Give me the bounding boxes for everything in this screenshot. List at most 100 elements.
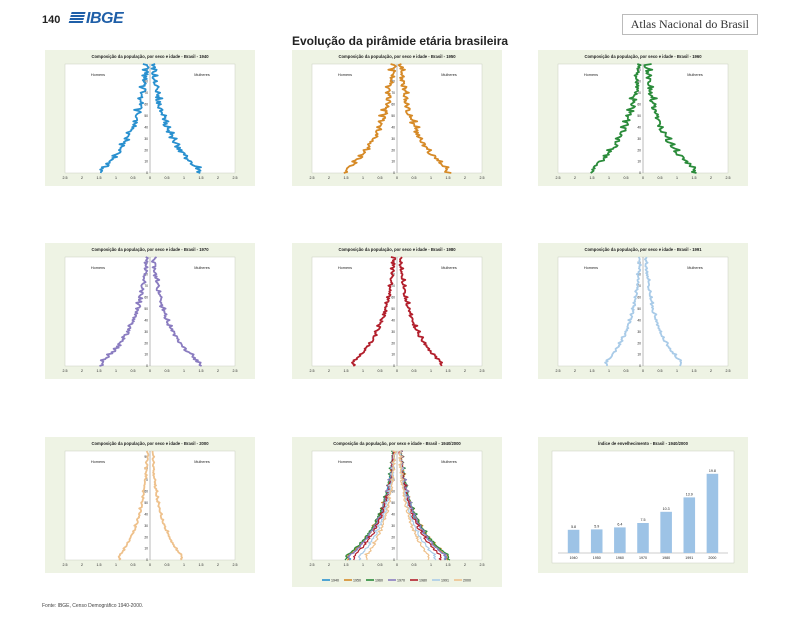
x-tick-label: 0.5 (658, 369, 663, 373)
x-tick-label: 1 (676, 369, 678, 373)
y-tick-label: 10 (144, 547, 148, 551)
x-tick-label: 2.5 (310, 563, 315, 567)
x-tick-label: 2 (328, 176, 330, 180)
x-tick-label-1980: 1980 (662, 556, 670, 560)
x-tick-label: 0.5 (378, 176, 383, 180)
x-tick-label: 2 (328, 563, 330, 567)
x-tick-label: 0.5 (412, 563, 417, 567)
x-tick-label: 2 (81, 563, 83, 567)
men-line-population (604, 256, 642, 367)
ibge-logo: IBGE (68, 10, 124, 28)
x-tick-label-2000: 2000 (708, 556, 716, 560)
chart-panel-1960: Composição da população, por sexo e idad… (538, 50, 748, 186)
y-tick-label: 90 (144, 455, 148, 459)
women-line-population (151, 256, 203, 367)
y-tick-label: 50 (637, 114, 641, 118)
women-line-population (150, 63, 202, 174)
y-tick-label: 80 (637, 79, 641, 83)
x-tick-label: 0.5 (165, 563, 170, 567)
x-tick-label: 2 (574, 176, 576, 180)
y-tick-label: 0 (393, 171, 395, 175)
x-tick-label: 2.5 (233, 176, 238, 180)
y-tick-label: 60 (637, 295, 641, 299)
x-tick-label: 1 (430, 176, 432, 180)
x-tick-label: 2 (710, 369, 712, 373)
x-tick-label: 0 (642, 176, 644, 180)
y-tick-label: 40 (391, 125, 395, 129)
y-tick-label: 50 (144, 501, 148, 505)
x-tick-label: 1.5 (97, 369, 102, 373)
y-tick-label: 60 (391, 102, 395, 106)
y-tick-label: 30 (144, 330, 148, 334)
x-tick-label: 1 (115, 563, 117, 567)
women-line-population (151, 450, 183, 561)
x-tick-label-1960: 1960 (616, 556, 624, 560)
logo-bars-icon (68, 12, 86, 24)
chart-title: Composição da população, por sexo e idad… (584, 54, 702, 59)
x-tick-label: 2 (217, 563, 219, 567)
men-label: Homens (91, 73, 105, 77)
legend-label-2000: 2000 (463, 578, 471, 582)
men-label: Homens (338, 266, 352, 270)
x-tick-label: 0 (396, 176, 398, 180)
pyramid-chart: Composição da população, por sexo e idad… (310, 441, 485, 582)
bar-1940 (567, 529, 580, 553)
x-tick-label: 1.5 (446, 369, 451, 373)
y-tick-label: 80 (144, 272, 148, 276)
y-tick-label: 40 (391, 318, 395, 322)
x-tick-label: 2.5 (480, 563, 485, 567)
x-tick-label: 1 (608, 369, 610, 373)
x-tick-label: 1 (362, 369, 364, 373)
women-label: Mulheres (441, 460, 457, 464)
x-tick-label: 1.5 (590, 176, 595, 180)
pyramid-chart: Composição da população, por sexo e idad… (310, 247, 485, 373)
x-tick-label: 0 (396, 369, 398, 373)
logo-text: IBGE (86, 10, 124, 27)
legend-label-1960: 1960 (375, 578, 383, 582)
y-tick-label: 60 (391, 489, 395, 493)
women-label: Mulheres (687, 266, 703, 270)
legend-label-1940: 1940 (331, 578, 339, 582)
x-tick-label: 0.5 (131, 176, 136, 180)
women-line-1991 (398, 450, 437, 561)
legend-label-1980: 1980 (419, 578, 427, 582)
women-label: Mulheres (194, 266, 210, 270)
legend-label-1970: 1970 (397, 578, 405, 582)
data-label-1991: 13.9 (686, 492, 693, 496)
x-tick-label: 0.5 (658, 176, 663, 180)
x-tick-label: 0.5 (165, 369, 170, 373)
x-tick-label: 0 (149, 563, 151, 567)
x-tick-label: 1.5 (692, 369, 697, 373)
x-tick-label: 1.5 (692, 176, 697, 180)
chart-panel-1940-2000: Composição da população, por sexo e idad… (292, 437, 502, 587)
data-label-2000: 19.8 (709, 469, 716, 473)
y-tick-label: 20 (637, 341, 641, 345)
x-tick-label: 2 (574, 369, 576, 373)
x-tick-label: 2.5 (63, 369, 68, 373)
y-tick-label: 10 (391, 547, 395, 551)
x-tick-label: 1 (362, 176, 364, 180)
y-tick-label: 70 (144, 284, 148, 288)
y-tick-label: 60 (144, 295, 148, 299)
y-tick-label: 60 (144, 489, 148, 493)
chart-panel-2000: Composição da população, por sexo e idad… (45, 437, 255, 573)
x-tick-label: 1.5 (199, 563, 204, 567)
men-line-population (99, 256, 149, 367)
y-tick-label: 60 (637, 102, 641, 106)
y-tick-label: 20 (637, 148, 641, 152)
y-tick-label: 50 (637, 307, 641, 311)
chart-panel-1980: Composição da população, por sexo e idad… (292, 243, 502, 379)
women-line-population (644, 256, 682, 367)
x-tick-label: 2.5 (726, 176, 731, 180)
x-tick-label: 1.5 (344, 369, 349, 373)
men-line-population (351, 256, 397, 367)
men-line-population (343, 63, 397, 174)
x-tick-label: 1.5 (344, 563, 349, 567)
y-tick-label: 0 (146, 364, 148, 368)
chart-title: Composição da população, por sexo e idad… (338, 54, 456, 59)
chart-title: Composição da população, por sexo e idad… (91, 441, 209, 446)
x-tick-label: 0 (149, 176, 151, 180)
y-tick-label: 30 (391, 137, 395, 141)
y-tick-label: 50 (144, 307, 148, 311)
y-tick-label: 70 (637, 91, 641, 95)
